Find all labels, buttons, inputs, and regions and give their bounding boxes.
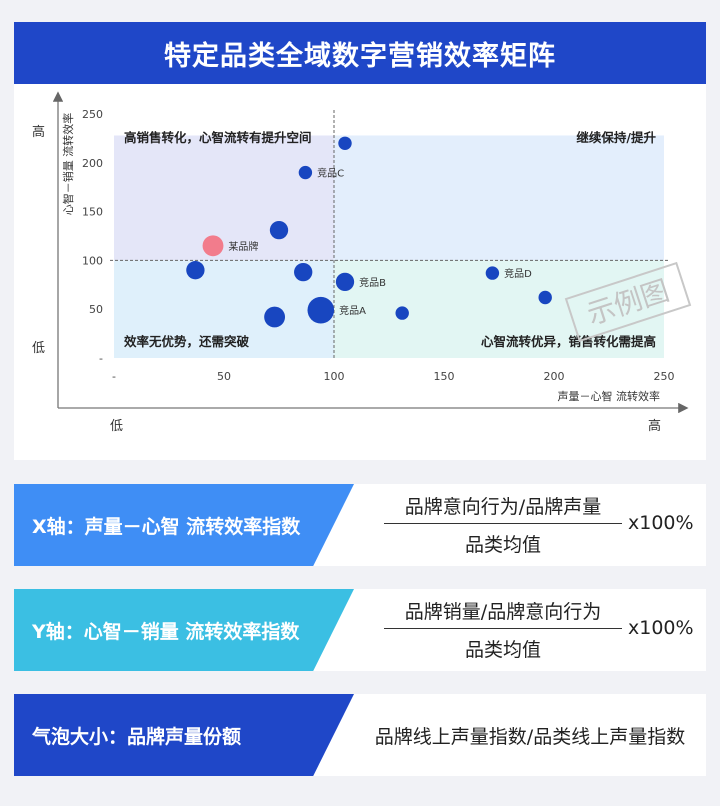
y-tick-label: - — [99, 352, 103, 365]
bubble-label: 某品牌 — [228, 240, 258, 253]
x-tick-label: 200 — [544, 370, 565, 383]
x-tick-label: 100 — [324, 370, 345, 383]
quadrant-label-top-right: 继续保持/提升 — [576, 130, 656, 145]
bubble-formula-label: 气泡大小：品牌声量份额 — [14, 694, 354, 776]
x-axis-fraction: 品牌意向行为/品牌声量 品类均值 — [384, 492, 622, 557]
x-axis-multiplier: x100% — [628, 512, 694, 534]
bubble-label: 竞品B — [359, 276, 386, 289]
y-axis-multiplier: x100% — [628, 617, 694, 639]
x-axis-formula-label: X轴：声量－心智 流转效率指数 — [14, 484, 354, 566]
y-axis-fraction: 品牌销量/品牌意向行为 品类均值 — [384, 597, 622, 662]
y-axis-formula: 品牌销量/品牌意向行为 品类均值 x100% — [354, 589, 706, 671]
competitor-bubble — [298, 165, 313, 180]
y-tick-label: 100 — [82, 254, 103, 267]
y-tick-label: 50 — [89, 303, 103, 316]
x-tick-label: 250 — [654, 370, 675, 383]
y-tick-label: 250 — [82, 108, 103, 121]
y-axis-high-label: 高 — [32, 124, 45, 140]
quadrant-top-right — [334, 135, 664, 261]
x-tick-label: 50 — [217, 370, 231, 383]
bubble-formula: 品牌线上声量指数/品类线上声量指数 — [354, 694, 706, 776]
bubble-formula-text: 品牌线上声量指数/品类线上声量指数 — [374, 725, 686, 748]
y-axis-title: 心智－销量 流转效率 — [61, 113, 75, 216]
x-axis-low-label: 低 — [110, 419, 123, 434]
competitor-bubble — [269, 220, 289, 240]
y-axis-denominator: 品类均值 — [464, 639, 541, 661]
quadrant-bottom-right — [334, 260, 664, 358]
quadrant-top-left — [114, 135, 334, 261]
x-axis-high-label: 高 — [648, 418, 661, 434]
brand-bubble — [202, 235, 224, 257]
y-tick-label: 200 — [82, 157, 103, 170]
competitor-bubble — [264, 306, 286, 328]
competitor-bubble — [335, 272, 355, 292]
bubble-label: 竞品C — [317, 167, 344, 180]
y-axis-low-label: 低 — [32, 341, 45, 356]
x-axis-formula-row: X轴：声量－心智 流转效率指数 品牌意向行为/品牌声量 品类均值 x100% — [14, 484, 706, 566]
x-tick-label: 150 — [434, 370, 455, 383]
efficiency-matrix-chart: - 50 100 150 200 250 - 50 100 150 200 250 竞品C 某品牌竞品B… — [32, 91, 692, 434]
competitor-bubble — [294, 262, 313, 282]
page-title: 特定品类全域数字营销效率矩阵 — [14, 22, 706, 84]
x-axis-formula: 品牌意向行为/品牌声量 品类均值 x100% — [354, 484, 706, 566]
quadrant-label-bottom-left: 效率无优势，还需突破 — [124, 334, 250, 349]
quadrant-label-top-left: 高销售转化，心智流转有提升空间 — [124, 130, 312, 145]
competitor-bubble — [395, 306, 409, 320]
x-tick-label: - — [112, 370, 116, 383]
y-tick-label: 150 — [82, 206, 103, 219]
competitor-bubble — [338, 136, 352, 150]
bubble-formula-row: 气泡大小：品牌声量份额 品牌线上声量指数/品类线上声量指数 — [14, 694, 706, 776]
x-axis-title: 声量－心智 流转效率 — [558, 389, 661, 403]
competitor-bubble — [307, 296, 335, 324]
y-axis-formula-row: Y轴：心智－销量 流转效率指数 品牌销量/品牌意向行为 品类均值 x100% — [14, 589, 706, 671]
x-axis-denominator: 品类均值 — [464, 534, 541, 556]
chart-card: - 50 100 150 200 250 - 50 100 150 200 250 竞品C 某品牌竞品B… — [14, 84, 706, 460]
bubble-label: 竞品D — [504, 267, 532, 280]
bubble-label: 竞品A — [339, 304, 366, 317]
x-axis-numerator: 品牌意向行为/品牌声量 — [384, 492, 622, 524]
competitor-bubble — [538, 290, 552, 305]
competitor-bubble — [186, 261, 205, 280]
y-axis-formula-label: Y轴：心智－销量 流转效率指数 — [14, 589, 354, 671]
competitor-bubble — [485, 266, 500, 280]
quadrant-label-bottom-right: 心智流转优异，销售转化需提高 — [481, 334, 656, 349]
y-axis-numerator: 品牌销量/品牌意向行为 — [384, 597, 622, 629]
